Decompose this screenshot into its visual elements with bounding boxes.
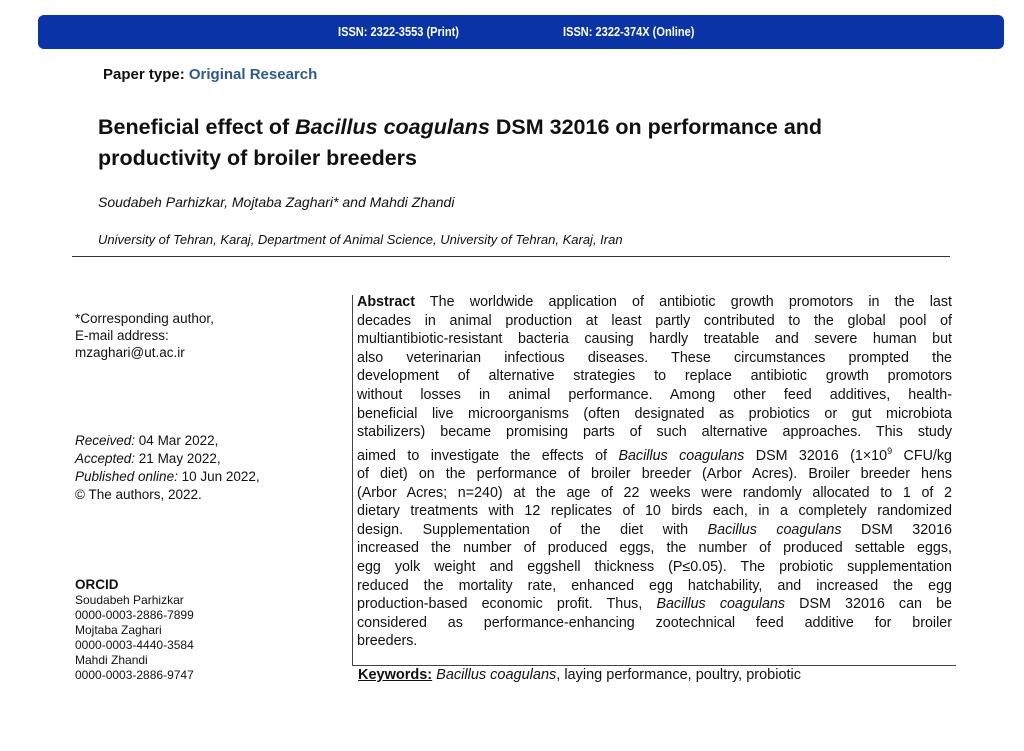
- abstract-text: (Arbor Acres; n=240) at the age of 22 we…: [357, 484, 952, 501]
- abstract-text: CFU/kg: [892, 447, 952, 464]
- abstract-text: DSM 32016 can be: [785, 596, 953, 613]
- abstract-text: Bacillus coagulans: [618, 447, 745, 464]
- issn-online: ISSN: 2322-374X (Online): [563, 24, 695, 39]
- abstract-line: Abstract The worldwide application of an…: [357, 293, 952, 312]
- abstract-line: multiantibiotic-resistant bacteria causi…: [357, 330, 952, 349]
- abstract-line: egg yolk weight and eggshell thickness (…: [357, 558, 952, 577]
- orcid-name: Mahdi Zhandi: [75, 653, 148, 667]
- title-line2: productivity of broiler breeders: [98, 146, 417, 170]
- abstract-text: decades in animal production at least pa…: [357, 312, 952, 329]
- abstract: Abstract The worldwide application of an…: [357, 293, 952, 651]
- abstract-text: Bacillus coagulans: [656, 596, 786, 613]
- abstract-text: The worldwide application of antibiotic …: [415, 294, 952, 310]
- abstract-text: beneficial live microorganisms (often de…: [357, 405, 952, 422]
- paper-type-label: Paper type:: [103, 66, 185, 83]
- paper-type-value: Original Research: [188, 66, 318, 83]
- abstract-text: design. Supplementation of the diet with: [357, 521, 708, 538]
- abstract-text: Abstract: [357, 294, 415, 310]
- abstract-line: beneficial live microorganisms (often de…: [357, 405, 952, 424]
- abstract-text: egg yolk weight and eggshell thickness (…: [357, 559, 952, 576]
- abstract-text: dietary treatments with 12 replicates of…: [357, 503, 952, 520]
- orcid-id[interactable]: 0000-0003-2886-9747: [75, 668, 194, 682]
- abstract-text: breeders.: [357, 633, 418, 650]
- abstract-text: production-based economic profit. Thus,: [357, 596, 657, 613]
- abstract-line: aimed to investigate the effects of Baci…: [357, 442, 952, 465]
- keywords-rest: , laying performance, poultry, probiotic: [556, 667, 802, 683]
- orcid-name: Soudabeh Parhizkar: [75, 593, 184, 607]
- abstract-text: multiantibiotic-resistant bacteria causi…: [357, 331, 952, 348]
- abstract-text: considered as performance-enhancing zoot…: [357, 614, 952, 631]
- title-post: DSM 32016 on performance and: [489, 115, 823, 139]
- authors: Soudabeh Parhizkar, Mojtaba Zaghari* and…: [98, 194, 455, 210]
- abstract-text: stabilizers) became promising parts of s…: [357, 424, 952, 441]
- abstract-line: decades in animal production at least pa…: [357, 312, 952, 331]
- abstract-text: Bacillus coagulans: [707, 521, 842, 538]
- abstract-line: increased the number of produced eggs, t…: [357, 539, 952, 558]
- abstract-line: (Arbor Acres; n=240) at the age of 22 we…: [357, 484, 952, 503]
- abstract-frame: [352, 295, 956, 666]
- keywords-label: Keywords:: [358, 667, 433, 683]
- abstract-text: of diet) on the performance of broiler b…: [357, 466, 952, 483]
- abstract-text: reduced the mortality rate, enhanced egg…: [357, 577, 952, 594]
- email-label: E-mail address:: [75, 328, 169, 343]
- dates: Received: 04 Mar 2022, Accepted: 21 May …: [75, 432, 260, 504]
- corresponding-author: *Corresponding author, E-mail address: m…: [75, 310, 214, 361]
- abstract-text: development of alternative strategies to…: [357, 368, 952, 385]
- abstract-line: design. Supplementation of the diet with…: [357, 521, 952, 540]
- orcid-section: ORCID Soudabeh Parhizkar 0000-0003-2886-…: [75, 576, 194, 683]
- orcid-id[interactable]: 0000-0003-2886-7899: [75, 608, 194, 622]
- abstract-text: also veterinarian infectious diseases. T…: [357, 349, 952, 366]
- journal-banner: ISSN: 2322-3553 (Print) ISSN: 2322-374X …: [38, 15, 1004, 49]
- abstract-line: production-based economic profit. Thus, …: [357, 595, 952, 614]
- paper-type: Paper type: Original Research: [103, 66, 317, 83]
- abstract-text: aimed to investigate the effects of: [357, 447, 619, 464]
- abstract-line: reduced the mortality rate, enhanced egg…: [357, 577, 952, 596]
- abstract-text: DSM 32016: [841, 521, 953, 538]
- abstract-line: considered as performance-enhancing zoot…: [357, 614, 952, 633]
- keywords: Keywords: Bacillus coagulans, laying per…: [358, 667, 801, 683]
- keyword-species: Bacillus coagulans: [436, 667, 557, 683]
- abstract-line: breeders.: [357, 632, 952, 651]
- abstract-text: increased the number of produced eggs, t…: [357, 540, 952, 557]
- abstract-line: without losses in animal performance. Am…: [357, 386, 952, 405]
- email-link[interactable]: mzaghari@ut.ac.ir: [75, 345, 185, 360]
- orcid-name: Mojtaba Zaghari: [75, 623, 162, 637]
- received: Received: 04 Mar 2022,: [75, 433, 219, 448]
- affiliation: University of Tehran, Karaj, Department …: [98, 232, 623, 247]
- divider: [72, 256, 950, 257]
- abstract-text: 9: [887, 445, 893, 456]
- abstract-text: DSM 32016 (1×10: [744, 447, 888, 464]
- abstract-line: stabilizers) became promising parts of s…: [357, 423, 952, 442]
- abstract-line: of diet) on the performance of broiler b…: [357, 465, 952, 484]
- abstract-line: dietary treatments with 12 replicates of…: [357, 502, 952, 521]
- copyright: © The authors, 2022.: [75, 487, 202, 502]
- abstract-line: development of alternative strategies to…: [357, 367, 952, 386]
- paper-title: Beneficial effect of Bacillus coagulans …: [98, 112, 958, 174]
- published: Published online: 10 Jun 2022,: [75, 469, 260, 484]
- issn-print: ISSN: 2322-3553 (Print): [338, 24, 459, 39]
- corresponding-label: *Corresponding author,: [75, 311, 214, 326]
- orcid-id[interactable]: 0000-0003-4440-3584: [75, 638, 194, 652]
- title-species: Bacillus coagulans: [295, 115, 490, 139]
- abstract-line: also veterinarian infectious diseases. T…: [357, 349, 952, 368]
- accepted: Accepted: 21 May 2022,: [75, 451, 221, 466]
- orcid-heading: ORCID: [75, 577, 119, 592]
- abstract-text: without losses in animal performance. Am…: [357, 386, 952, 403]
- title-pre: Beneficial effect of: [98, 115, 296, 139]
